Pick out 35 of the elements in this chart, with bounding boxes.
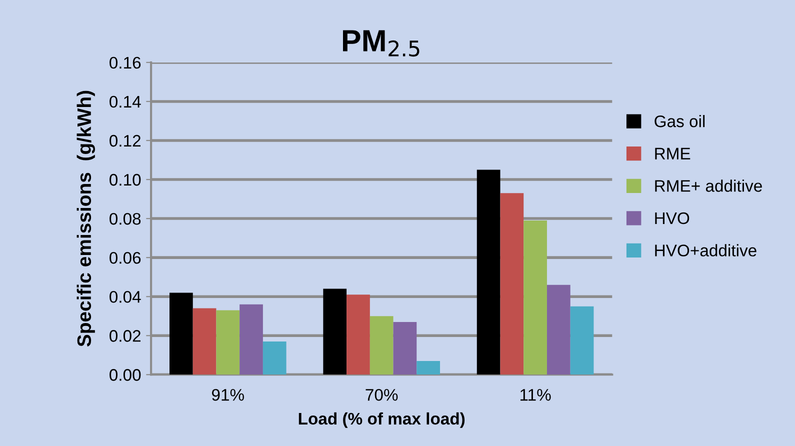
y-tick-label: 0.14 bbox=[110, 96, 141, 108]
x-axis-title: Load (% of max load) bbox=[298, 412, 465, 428]
bar bbox=[346, 294, 370, 375]
y-axis-title: Specific emissions (g/kWh) bbox=[76, 90, 96, 347]
bar bbox=[216, 310, 240, 375]
x-tick-label: 11% bbox=[520, 389, 551, 401]
y-tick-label: 0.00 bbox=[110, 369, 141, 381]
bar bbox=[192, 308, 216, 375]
legend-label: RME bbox=[655, 148, 690, 160]
bar bbox=[393, 322, 417, 375]
y-tick-label: 0.04 bbox=[110, 290, 141, 303]
y-tick-label: 0.02 bbox=[110, 330, 140, 342]
bar bbox=[570, 306, 594, 375]
legend-label: HVO+additive bbox=[655, 244, 756, 256]
bar bbox=[524, 220, 547, 375]
bar bbox=[240, 304, 263, 375]
y-tick-label: 0.16 bbox=[110, 56, 141, 69]
legend-label: HVO bbox=[655, 212, 690, 224]
bar bbox=[546, 284, 570, 375]
bar bbox=[416, 360, 440, 375]
bar bbox=[262, 341, 286, 375]
bar bbox=[323, 288, 347, 375]
bar bbox=[370, 316, 394, 375]
y-tick-label: 0.06 bbox=[110, 252, 141, 264]
legend-label: Gas oil bbox=[654, 115, 705, 128]
x-tick-label: 91% bbox=[212, 388, 244, 401]
y-tick-label: 0.12 bbox=[110, 134, 140, 147]
legend-label: RME+ additive bbox=[655, 180, 762, 192]
bar bbox=[500, 193, 524, 375]
x-tick-label: 70% bbox=[366, 388, 398, 401]
chart-title: PM$_{2.5}$ bbox=[343, 30, 420, 57]
y-tick-label: 0.10 bbox=[110, 174, 141, 186]
bar bbox=[169, 292, 193, 375]
y-tick-label: 0.08 bbox=[110, 212, 141, 225]
bar bbox=[476, 170, 500, 375]
